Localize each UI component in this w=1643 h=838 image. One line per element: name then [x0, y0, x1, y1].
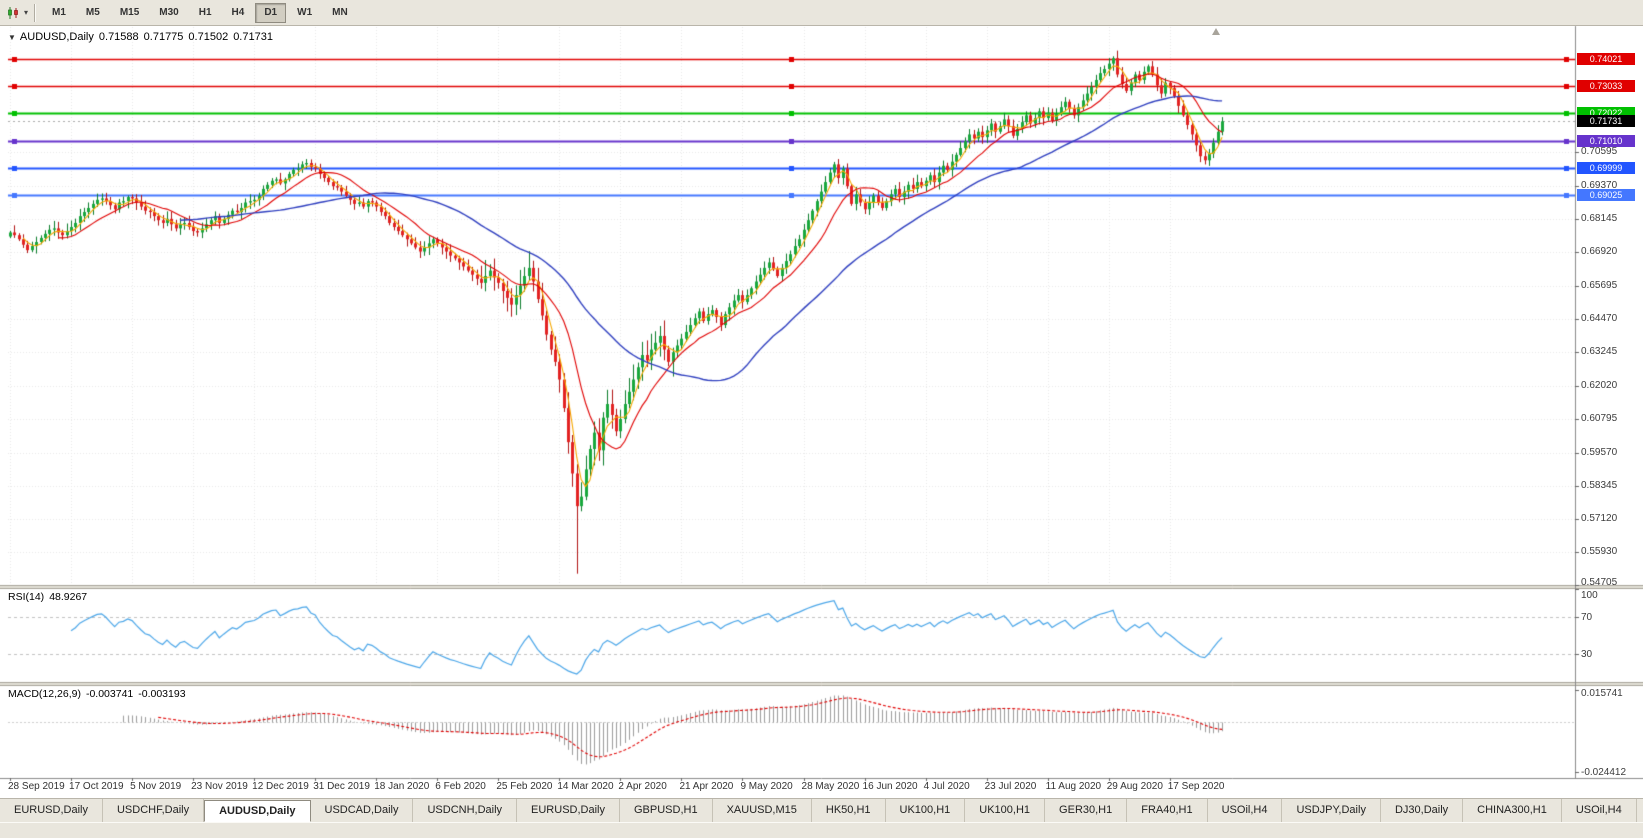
timeframe-button-m30[interactable]: M30 [159, 6, 179, 18]
price-tick-label: 0.57120 [1581, 513, 1618, 525]
price-tick-label: 0.60795 [1581, 413, 1618, 425]
date-tick-label: 14 Mar 2020 [557, 781, 614, 792]
symbol-tab-11[interactable]: GER30,H1 [1045, 799, 1128, 822]
date-tick-label: 21 Apr 2020 [679, 781, 734, 792]
symbol-tab-5[interactable]: EURUSD,Daily [517, 799, 620, 822]
rsi-scale-label: 70 [1581, 611, 1593, 623]
ohlc-high: 0.71775 [143, 31, 184, 43]
date-tick-label: 18 Jan 2020 [374, 781, 430, 792]
symbol-tab-15[interactable]: DJ30,Daily [1381, 799, 1464, 822]
symbol-tab-4[interactable]: USDCNH,Daily [413, 799, 518, 822]
price-tick-label: 0.69370 [1581, 179, 1618, 191]
ohlc-open: 0.71588 [98, 31, 139, 43]
chart-symbol-period: AUDUSD,Daily [19, 31, 94, 43]
price-tick-label: 0.66920 [1581, 246, 1618, 258]
macd-signal-value: -0.003193 [138, 688, 186, 700]
price-level-tag: 0.74021 [1577, 52, 1635, 65]
symbol-tab-8[interactable]: HK50,H1 [812, 799, 886, 822]
price-tick-label: 0.63245 [1581, 346, 1618, 358]
symbol-tab-0[interactable]: EURUSD,Daily [0, 799, 103, 822]
date-tick-label: 28 Sep 2019 [8, 781, 65, 792]
macd-readout: MACD(12,26,9) -0.003741 -0.003193 [8, 688, 191, 700]
price-tick-label: 0.64470 [1581, 313, 1618, 325]
macd-name: MACD(12,26,9) [8, 688, 81, 700]
symbol-tab-3[interactable]: USDCAD,Daily [311, 799, 414, 822]
toolbar-separator [34, 3, 37, 22]
timeframe-button-m15[interactable]: M15 [119, 6, 140, 18]
timeframe-button-w1[interactable]: W1 [297, 6, 313, 18]
date-tick-label: 23 Nov 2019 [191, 781, 248, 792]
date-tick-label: 17 Sep 2020 [1167, 781, 1225, 792]
date-tick-label: 12 Dec 2019 [252, 781, 309, 792]
date-tick-label: 5 Nov 2019 [130, 781, 182, 792]
symbol-tab-16[interactable]: CHINA300,H1 [1463, 799, 1562, 822]
timeframe-button-m5[interactable]: M5 [85, 6, 100, 18]
chart-ohlc-readout: ▼ AUDUSD,Daily 0.71588 0.71775 0.71502 0.7173… [8, 31, 278, 43]
chart-type-icon[interactable] [5, 5, 21, 21]
chart-menu-icon[interactable]: ▼ [8, 33, 16, 42]
date-tick-label: 2 Apr 2020 [618, 781, 667, 792]
date-tick-label: 25 Feb 2020 [496, 781, 553, 792]
macd-main-value: -0.003741 [85, 688, 134, 700]
price-tick-label: 0.65695 [1581, 279, 1618, 291]
symbol-tab-9[interactable]: UK100,H1 [886, 799, 966, 822]
timeframe-button-h4[interactable]: H4 [231, 6, 245, 18]
chart-type-dropdown-icon[interactable]: ▾ [24, 8, 29, 17]
ohlc-close: 0.71731 [233, 31, 273, 43]
rsi-scale-label: 100 [1581, 590, 1598, 601]
rsi-name: RSI(14) [8, 591, 45, 603]
date-tick-label: 11 Aug 2020 [1045, 781, 1102, 792]
timeframe-button-h1[interactable]: H1 [198, 6, 212, 18]
timeframe-buttons: M1 M5 M15 M30 H1 H4 D1 W1 MN [42, 2, 358, 23]
date-tick-label: 6 Feb 2020 [435, 781, 486, 792]
bid-price-tag: 0.71731 [1577, 115, 1635, 128]
timeframe-button-m1[interactable]: M1 [52, 6, 66, 18]
price-level-tag: 0.69025 [1577, 189, 1635, 202]
toolbar: ▾ M1 M5 M15 M30 H1 H4 D1 W1 MN [0, 0, 1643, 26]
price-level-tag: 0.69999 [1577, 162, 1635, 175]
candlestick-glyph [8, 6, 18, 19]
macd-scale-top-label: 0.015741 [1581, 688, 1623, 699]
symbol-tab-17[interactable]: USOil,H4 [1562, 799, 1637, 822]
symbol-tab-12[interactable]: FRA40,H1 [1127, 799, 1208, 822]
price-tick-label: 0.55930 [1581, 545, 1618, 557]
symbol-tab-13[interactable]: USOil,H4 [1208, 799, 1283, 822]
price-tick-label: 0.58345 [1581, 479, 1618, 491]
price-level-tag: 0.73033 [1577, 79, 1635, 92]
date-tick-label: 16 Jun 2020 [862, 781, 918, 792]
date-tick-label: 29 Aug 2020 [1106, 781, 1163, 792]
symbol-tab-1[interactable]: USDCHF,Daily [103, 799, 205, 822]
date-tick-label: 9 May 2020 [740, 781, 793, 792]
rsi-readout: RSI(14) 48.9267 [8, 591, 92, 603]
symbol-tab-7[interactable]: XAUUSD,M15 [713, 799, 812, 822]
rsi-scale-label: 30 [1581, 649, 1593, 661]
date-tick-label: 28 May 2020 [801, 781, 860, 792]
symbol-tab-2[interactable]: AUDUSD,Daily [204, 800, 311, 822]
price-tick-label: 0.70595 [1581, 146, 1618, 158]
status-bar [0, 822, 1643, 838]
symbol-tab-14[interactable]: USDJPY,Daily [1282, 799, 1381, 822]
chart-tab-bar: EURUSD,Daily USDCHF,Daily AUDUSD,Daily USDC… [0, 798, 1643, 822]
price-tick-label: 0.62020 [1581, 379, 1618, 391]
symbol-tab-6[interactable]: GBPUSD,H1 [620, 799, 713, 822]
macd-scale-bottom-label: -0.024412 [1581, 766, 1627, 778]
price-tick-label: 0.68145 [1581, 212, 1618, 224]
price-level-tag: 0.71010 [1577, 134, 1635, 147]
price-tick-label: 0.54705 [1581, 577, 1618, 588]
rsi-value: 48.9267 [49, 591, 88, 603]
symbol-tab-10[interactable]: UK100,H1 [965, 799, 1046, 822]
date-tick-label: 4 Jul 2020 [923, 781, 970, 792]
date-tick-label: 23 Jul 2020 [984, 781, 1037, 792]
date-tick-label: 17 Oct 2019 [69, 781, 124, 792]
timeframe-button-d1[interactable]: D1 [255, 2, 287, 23]
ohlc-low: 0.71502 [188, 31, 229, 43]
chart-shift-marker-icon[interactable] [1212, 28, 1220, 35]
price-tick-label: 0.59570 [1581, 446, 1618, 458]
timeframe-button-mn[interactable]: MN [332, 6, 348, 18]
date-tick-label: 31 Dec 2019 [313, 781, 370, 792]
